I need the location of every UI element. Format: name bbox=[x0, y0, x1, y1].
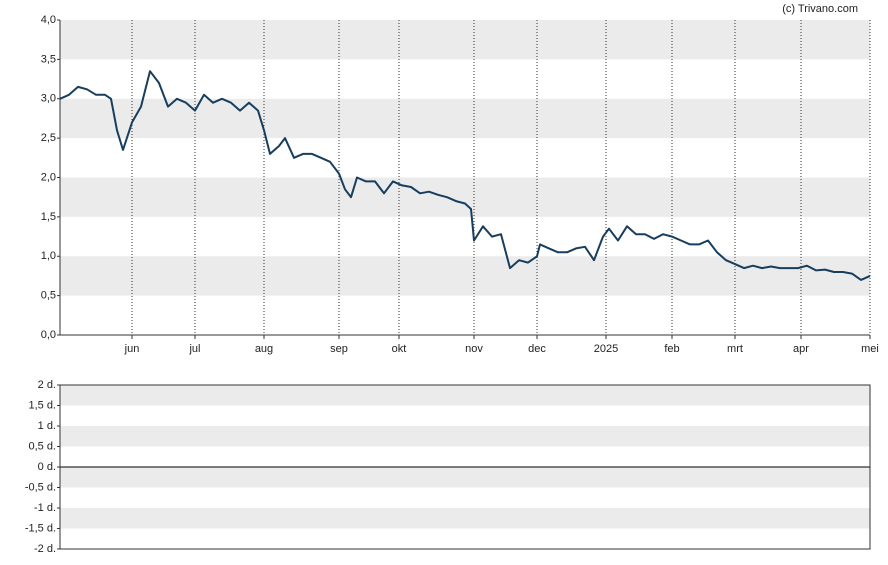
y-tick-label: -0,5 d. bbox=[25, 481, 56, 493]
x-tick-label: jul bbox=[188, 343, 200, 355]
y-tick-label: -2 d. bbox=[34, 543, 56, 555]
grid-band bbox=[60, 20, 870, 60]
y-tick-label: 0,0 bbox=[41, 329, 56, 341]
grid-band bbox=[60, 426, 870, 447]
x-tick-label: jun bbox=[124, 343, 140, 355]
grid-band bbox=[60, 467, 870, 488]
y-tick-label: 0 d. bbox=[38, 461, 56, 473]
y-tick-label: 2 d. bbox=[38, 379, 56, 391]
grid-band bbox=[60, 508, 870, 529]
x-tick-label: aug bbox=[255, 343, 273, 355]
x-tick-label: dec bbox=[528, 343, 546, 355]
y-tick-label: -1,5 d. bbox=[25, 522, 56, 534]
y-tick-label: 3,5 bbox=[41, 53, 56, 65]
x-tick-label: apr bbox=[793, 343, 809, 355]
x-tick-label: okt bbox=[392, 343, 407, 355]
y-tick-label: -1 d. bbox=[34, 502, 56, 514]
y-tick-label: 2,5 bbox=[41, 132, 56, 144]
grid-band bbox=[60, 177, 870, 217]
y-tick-label: 1,5 bbox=[41, 211, 56, 223]
x-tick-label: nov bbox=[465, 343, 483, 355]
y-tick-label: 1,0 bbox=[41, 250, 56, 262]
y-tick-label: 0,5 bbox=[41, 290, 56, 302]
price-line bbox=[59, 70, 871, 281]
x-tick-label: feb bbox=[664, 343, 679, 355]
x-tick-label: mei bbox=[861, 343, 879, 355]
y-tick-label: 1,5 d. bbox=[28, 399, 56, 411]
y-tick-label: 0,5 d. bbox=[28, 440, 56, 452]
x-tick-label: 2025 bbox=[594, 343, 618, 355]
plot-frame bbox=[59, 384, 871, 550]
x-tick-label: sep bbox=[330, 343, 348, 355]
credit: (c) Trivano.com bbox=[782, 3, 858, 15]
grid-band bbox=[60, 98, 870, 139]
y-tick-label: 2,0 bbox=[41, 171, 56, 183]
y-tick-label: 3,0 bbox=[41, 93, 56, 105]
y-tick-label: 4,0 bbox=[41, 14, 56, 26]
grid-band bbox=[60, 256, 870, 296]
y-tick-label: 1 d. bbox=[38, 420, 56, 432]
grid-band bbox=[60, 385, 870, 406]
x-tick-label: mrt bbox=[727, 343, 743, 355]
